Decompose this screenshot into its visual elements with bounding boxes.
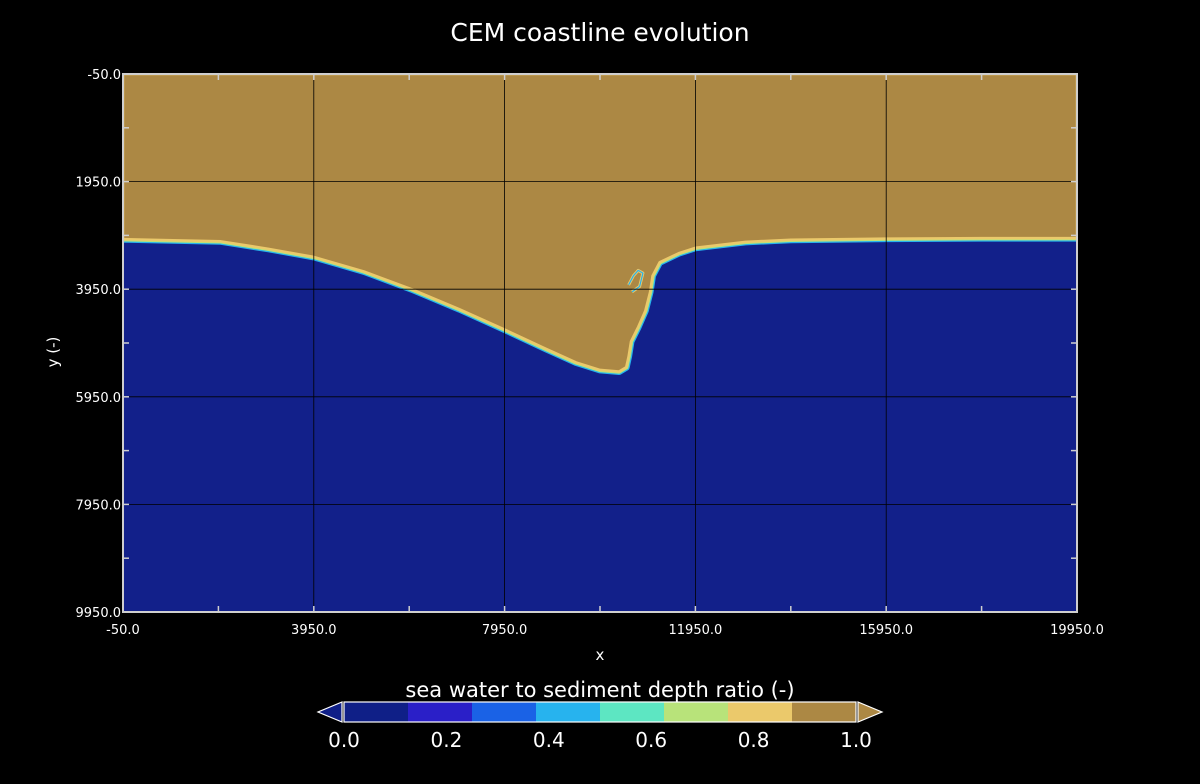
colorbar-tick-label: 1.0 bbox=[840, 728, 872, 752]
x-axis-label: x bbox=[596, 646, 605, 664]
y-tick-label: 3950.0 bbox=[76, 283, 122, 298]
chart-title: CEM coastline evolution bbox=[450, 18, 750, 47]
colorbar-segment bbox=[728, 702, 793, 722]
colorbar-segment bbox=[792, 702, 857, 722]
colorbar bbox=[316, 701, 884, 723]
colorbar-segment bbox=[344, 702, 409, 722]
colorbar-segment bbox=[408, 702, 473, 722]
y-tick-label: 5950.0 bbox=[76, 391, 122, 406]
x-tick-label: 7950.0 bbox=[482, 623, 528, 638]
x-tick-label: 19950.0 bbox=[1050, 623, 1104, 638]
grid-lines bbox=[123, 74, 1077, 612]
y-tick-labels: -50.0 1950.0 3950.0 5950.0 7950.0 9950.0 bbox=[76, 68, 122, 621]
colorbar-label: sea water to sediment depth ratio (-) bbox=[405, 678, 794, 702]
spit-feature-edge bbox=[628, 269, 644, 293]
colorbar-segment bbox=[664, 702, 729, 722]
x-tick-label: -50.0 bbox=[106, 623, 140, 638]
colorbar-tick-label: 0.8 bbox=[738, 728, 770, 752]
x-tick-label: 11950.0 bbox=[669, 623, 723, 638]
y-tick-label: -50.0 bbox=[87, 68, 121, 83]
colorbar-frame bbox=[343, 701, 857, 723]
colorbar-extend-max bbox=[857, 701, 884, 723]
colorbar-tick-label: 0.2 bbox=[430, 728, 462, 752]
colorbar-segment bbox=[472, 702, 537, 722]
colorbar-tick-label: 0.0 bbox=[328, 728, 360, 752]
y-tick-label: 1950.0 bbox=[76, 176, 122, 191]
y-tick-label: 7950.0 bbox=[76, 498, 122, 513]
colorbar-extend-min bbox=[316, 701, 343, 723]
colorbar-tick-label: 0.6 bbox=[635, 728, 667, 752]
plot-area bbox=[123, 74, 1077, 612]
x-tick-label: 3950.0 bbox=[291, 623, 337, 638]
x-tick-label: 15950.0 bbox=[859, 623, 913, 638]
colorbar-segment bbox=[536, 702, 601, 722]
y-tick-label: 9950.0 bbox=[76, 606, 122, 621]
tick-marks bbox=[122, 73, 1078, 613]
colorbar-tick-label: 0.4 bbox=[533, 728, 565, 752]
y-axis-label: y (-) bbox=[44, 337, 62, 368]
colorbar-segment bbox=[600, 702, 665, 722]
x-tick-labels: -50.0 3950.0 7950.0 11950.0 15950.0 19950.0 bbox=[106, 623, 1104, 638]
colorbar-tick-labels: 0.0 0.2 0.4 0.6 0.8 1.0 bbox=[328, 728, 872, 752]
